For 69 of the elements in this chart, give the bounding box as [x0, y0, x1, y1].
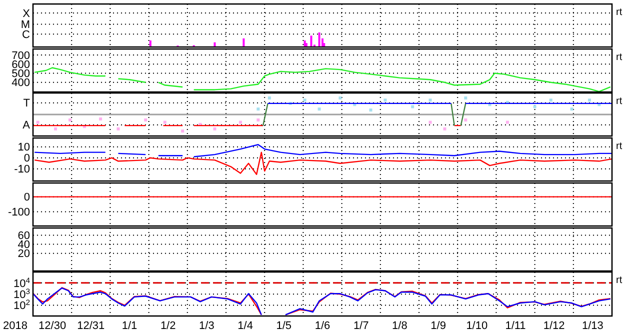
- bar: [305, 43, 308, 47]
- point: [213, 127, 216, 130]
- text: X: [22, 8, 31, 20]
- y-tick-label: 20: [18, 248, 30, 260]
- x-tick-label: 1/10: [466, 320, 488, 332]
- point: [256, 118, 260, 122]
- point: [428, 98, 432, 102]
- text: M: [20, 19, 30, 32]
- y-tick-label: -10: [14, 164, 30, 176]
- bar: [242, 38, 245, 47]
- point: [570, 108, 574, 111]
- point: [116, 127, 120, 130]
- point: [533, 105, 536, 108]
- point: [588, 98, 591, 102]
- point: [268, 96, 271, 100]
- point: [506, 120, 509, 124]
- y-tick-label: -100: [8, 206, 30, 219]
- x-tick-label: 1/11: [505, 320, 526, 332]
- x-tick-label: 1/4: [238, 320, 253, 332]
- point: [464, 118, 468, 122]
- point: [428, 120, 432, 124]
- x-axis-title: 2018: [3, 320, 28, 332]
- point: [464, 96, 468, 100]
- x-tick-label: 1/3: [199, 320, 214, 332]
- y-tick-label: 0: [24, 192, 30, 204]
- point: [68, 118, 72, 122]
- x-tick-label: 1/9: [430, 320, 446, 332]
- y-tick-label: 10: [18, 142, 30, 154]
- point: [36, 120, 40, 124]
- text: rt: [616, 141, 622, 152]
- x-tick-label: 12/31: [77, 320, 105, 332]
- y-tick-label: 0: [24, 152, 30, 165]
- line-series: [34, 152, 612, 175]
- text: rt: [616, 96, 622, 107]
- text: T: [23, 98, 30, 110]
- point: [384, 98, 387, 102]
- x-tick-label: 1/8: [392, 320, 408, 332]
- bar: [310, 36, 312, 47]
- x-tick-label: 1/12: [543, 320, 565, 332]
- point: [411, 105, 414, 108]
- x-tick-label: 1/7: [353, 320, 369, 332]
- point: [256, 108, 260, 111]
- text: A: [22, 120, 31, 132]
- y-tick-label: 400: [12, 77, 30, 90]
- text: rt: [616, 275, 622, 286]
- bar: [149, 40, 152, 47]
- y-tick-label: 600: [12, 58, 30, 71]
- x-tick-label: 1/6: [314, 320, 330, 332]
- point: [443, 127, 446, 130]
- point: [99, 117, 102, 120]
- point: [163, 120, 166, 124]
- bar: [318, 32, 320, 47]
- point: [54, 127, 58, 130]
- point: [303, 98, 306, 102]
- x-tick-label: 1/1: [122, 320, 138, 332]
- text: rt: [616, 7, 622, 18]
- text: C: [22, 28, 30, 41]
- x-tick-label: 1/2: [160, 320, 176, 332]
- text: rt: [616, 52, 622, 63]
- point: [318, 108, 321, 111]
- point: [181, 130, 184, 133]
- point: [338, 96, 342, 100]
- point: [238, 120, 242, 124]
- x-tick-label: 1/13: [582, 320, 604, 332]
- x-tick-label: 12/30: [38, 320, 66, 332]
- point: [549, 98, 552, 102]
- point: [369, 108, 372, 112]
- x-tick-label: 1/5: [276, 320, 292, 332]
- point: [144, 118, 148, 122]
